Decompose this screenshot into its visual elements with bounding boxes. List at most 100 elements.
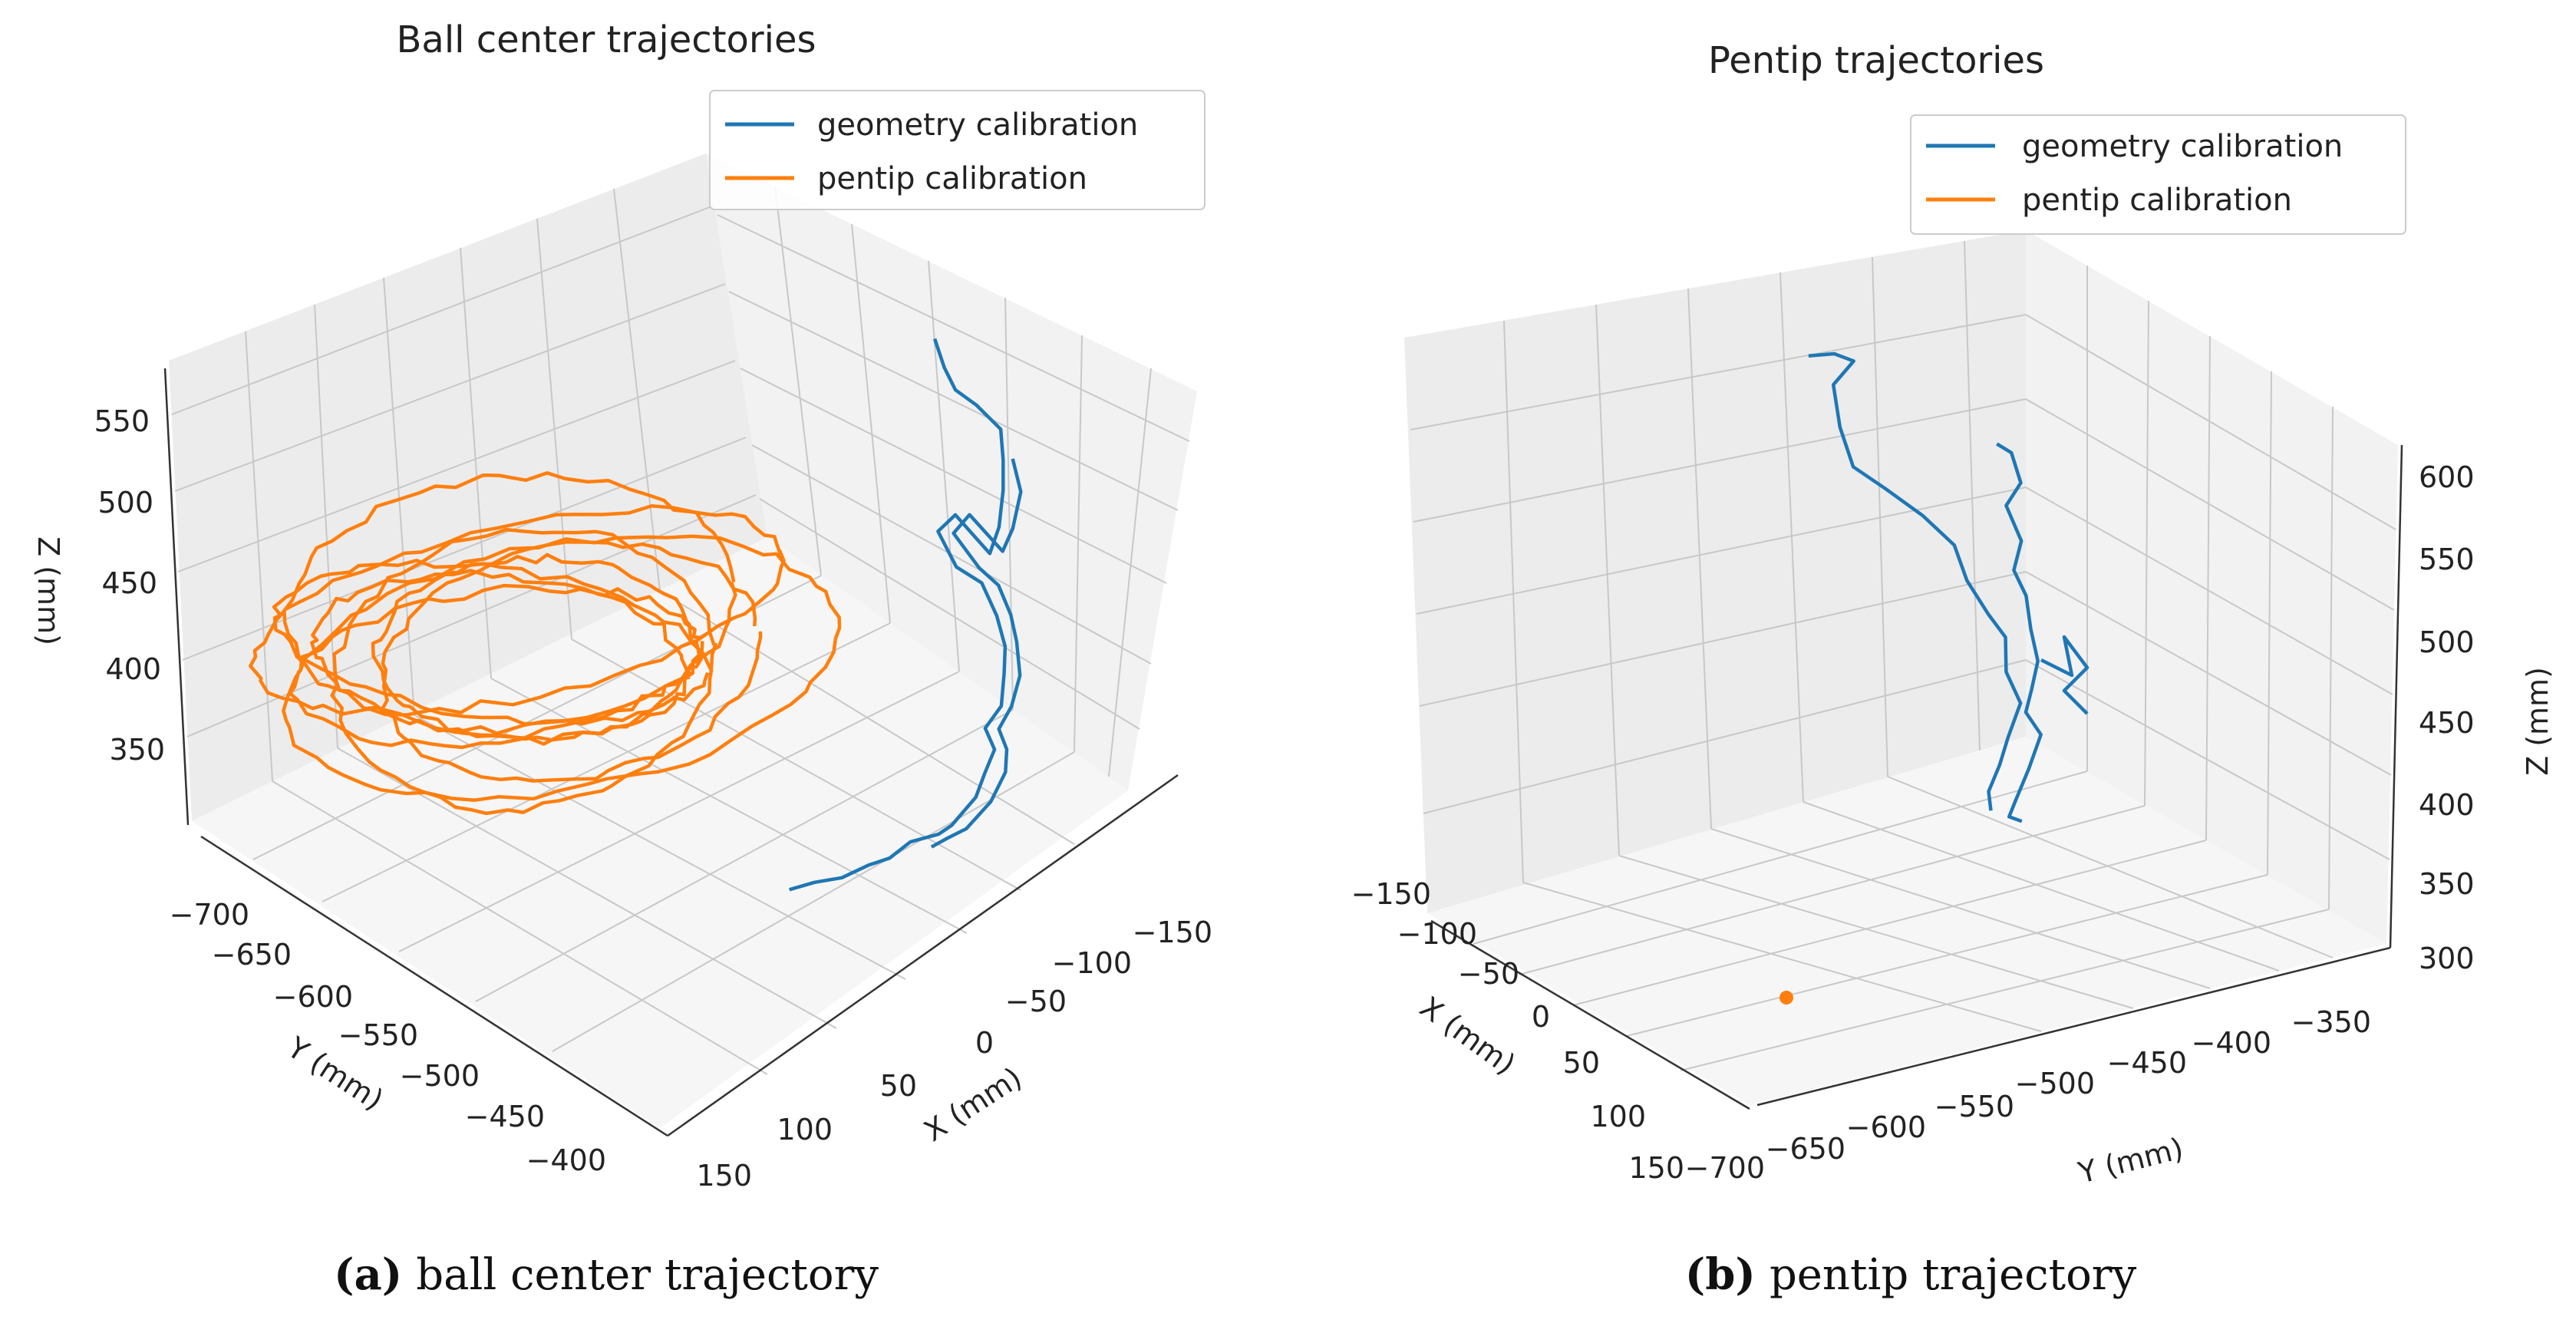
panel-b-ztick: 550	[2419, 543, 2475, 576]
panel-a-series-geometry	[789, 338, 1023, 892]
panel-a-caption: (a) ball center trajectory	[334, 1249, 879, 1300]
panel-a-xtick: −50	[1005, 985, 1067, 1018]
panel-b-title: Pentip trajectories	[1708, 39, 2044, 82]
panel-a-grid	[171, 186, 1190, 1075]
panel-b-ytick: −500	[2015, 1067, 2095, 1100]
panel-b-ytick: −600	[1846, 1110, 1926, 1144]
panel-a-caption-text: ball center trajectory	[416, 1250, 879, 1300]
pentip-loop	[282, 534, 842, 802]
panel-a-ytick: −400	[526, 1143, 606, 1177]
panel-b-y-axis	[1756, 946, 2391, 1107]
panel-a-ytick: −450	[465, 1100, 545, 1133]
panel-b-zlabel: Z (mm)	[2521, 667, 2555, 776]
panel-b-series-geometry	[1808, 351, 2089, 823]
panel-a-caption-letter: (a)	[334, 1249, 402, 1300]
panel-a-legend: geometry calibration pentip calibration	[709, 90, 1206, 210]
panel-b-xtick: −50	[1458, 957, 1519, 991]
panel-a-series-pentip	[249, 471, 842, 816]
panel-a-z-axis	[163, 368, 190, 826]
panel-a-pane-floor	[192, 537, 1128, 1128]
panel-b-ztick: 300	[2419, 942, 2475, 975]
panel-b-xticks: −150 −100 −50 0 50 100 150	[1351, 877, 1684, 1185]
panel-b-ztick: 450	[2419, 706, 2475, 740]
panel-b-ztick: 400	[2419, 788, 2475, 822]
geometry-path	[2040, 635, 2089, 715]
panel-a-xticks: 150 100 50 0 −50 −100 −150	[696, 916, 1212, 1193]
panel-a-ytick: −500	[400, 1059, 480, 1093]
panel-a-ztick: 350	[109, 733, 165, 767]
panel-a-ytick: −650	[212, 938, 292, 972]
panel-a-xtick: 100	[777, 1113, 833, 1146]
panel-a-yticks: −700 −650 −600 −550 −500 −450 −400	[170, 898, 606, 1177]
panel-b-z-axis	[2389, 444, 2403, 949]
panel-a-pane-right	[706, 153, 1197, 790]
pentip-loop	[330, 527, 718, 816]
panel-b-x-axis	[1430, 919, 1750, 1110]
pentip-loop	[282, 471, 737, 735]
panel-a-ytick: −550	[338, 1018, 418, 1052]
panel-b-xtick: 100	[1590, 1100, 1646, 1133]
panel-b-grid	[1410, 240, 2396, 1071]
pentip-loop	[379, 540, 763, 783]
panel-b-pane-floor	[1427, 737, 2386, 1105]
panel-a-legend-box	[709, 90, 1206, 210]
panel-a-legend-pentip: pentip calibration	[817, 161, 1087, 196]
panel-a-ztick: 500	[97, 486, 153, 520]
panel-a-x-axis	[667, 774, 1179, 1137]
panel-b-xtick: 0	[1532, 1000, 1550, 1034]
panel-b-legend: geometry calibration pentip calibration	[1910, 114, 2406, 235]
panel-b-pane-side	[2026, 230, 2398, 944]
panel-b-zticks: 600 550 500 450 400 350 300	[2419, 460, 2475, 975]
panel-b-series-pentip-point	[1779, 991, 1793, 1005]
panel-b-xtick: −100	[1397, 917, 1477, 951]
panel-a-xlabel: X (mm)	[918, 1061, 1027, 1148]
panel-a-ztick: 400	[105, 652, 161, 686]
panel-b-ytick: −450	[2107, 1046, 2187, 1080]
panel-b-ytick: −550	[1934, 1090, 2014, 1123]
panel-b: Pentip trajectories	[1351, 39, 2555, 1300]
panel-a-ytick: −700	[170, 898, 249, 932]
geometry-path	[1996, 442, 2043, 823]
panel-a-xtick: −100	[1052, 946, 1132, 980]
panel-b-ytick: −650	[1766, 1132, 1845, 1166]
panel-a-y-axis	[200, 835, 668, 1137]
panel-a-xtick: 0	[975, 1026, 994, 1060]
panel-a-zticks: 550 500 450 400 350	[94, 404, 165, 767]
pentip-loop	[249, 503, 786, 717]
panel-b-xlabel: X (mm)	[1413, 990, 1522, 1081]
panel-a-pane-left	[169, 153, 767, 821]
panel-a-xtick: 50	[880, 1069, 917, 1103]
panel-b-ztick: 500	[2419, 625, 2475, 659]
panel-b-pane-back	[1404, 230, 2026, 913]
panel-a-zlabel: Z (mm)	[31, 536, 65, 645]
geometry-path	[930, 458, 1023, 849]
panel-a-xtick: 150	[696, 1159, 752, 1193]
panel-b-legend-geometry: geometry calibration	[2022, 129, 2343, 164]
panel-a-legend-geometry: geometry calibration	[817, 107, 1138, 143]
panel-b-legend-box	[1910, 114, 2406, 235]
panel-b-caption-text: pentip trajectory	[1770, 1250, 2137, 1300]
panel-b-caption-letter: (b)	[1685, 1249, 1756, 1300]
panel-a-ztick: 450	[101, 566, 157, 600]
panel-a: Ball center trajectories	[31, 18, 1212, 1300]
panel-a-ytick: −600	[273, 980, 353, 1014]
panel-b-xtick: 150	[1628, 1151, 1684, 1185]
panel-a-xtick: −150	[1133, 916, 1212, 949]
panel-a-ztick: 550	[94, 404, 150, 438]
geometry-path	[789, 338, 1008, 892]
panel-b-ytick: −350	[2291, 1005, 2371, 1039]
panel-a-title: Ball center trajectories	[397, 18, 816, 61]
panel-b-ztick: 350	[2419, 867, 2475, 901]
panel-b-legend-pentip: pentip calibration	[2022, 183, 2292, 218]
panel-b-ztick: 600	[2419, 460, 2475, 494]
panel-b-caption: (b) pentip trajectory	[1685, 1249, 2137, 1300]
panel-b-yticks: −700 −650 −600 −550 −500 −450 −400 −350	[1685, 1005, 2371, 1185]
panel-b-xtick: 50	[1563, 1046, 1600, 1080]
pentip-loop	[310, 569, 693, 746]
panel-b-ytick: −400	[2192, 1026, 2271, 1060]
panel-b-ytick: −700	[1685, 1151, 1765, 1185]
geometry-path	[1808, 351, 2023, 811]
panel-b-ylabel: Y (mm)	[2074, 1131, 2186, 1190]
panel-b-xtick: −150	[1351, 877, 1431, 911]
